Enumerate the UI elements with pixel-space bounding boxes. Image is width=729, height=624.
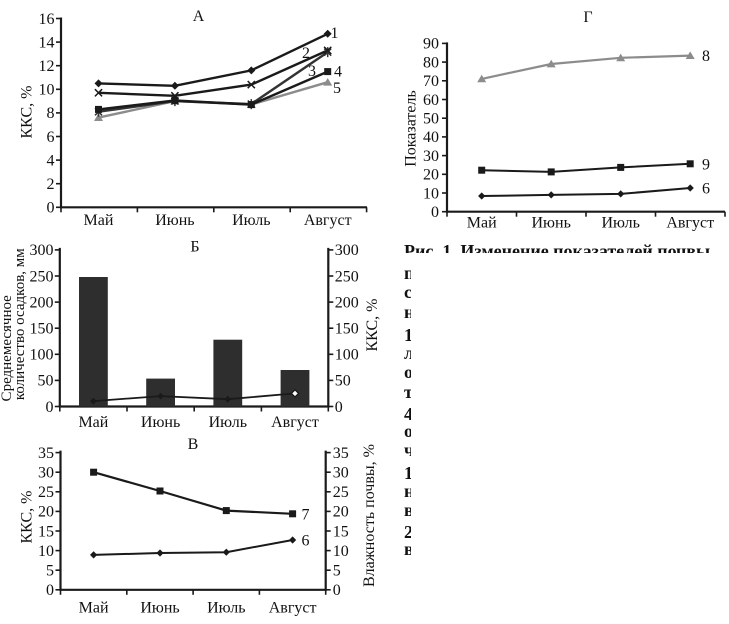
svg-text:5: 5 <box>333 80 341 97</box>
svg-text:50: 50 <box>38 373 54 390</box>
svg-text:Июль: Июль <box>207 600 245 617</box>
svg-text:Август: Август <box>666 215 714 232</box>
svg-text:14: 14 <box>39 34 55 51</box>
svg-text:Июнь: Июнь <box>141 414 180 431</box>
svg-text:0: 0 <box>431 204 439 221</box>
svg-text:35: 35 <box>333 445 349 462</box>
svg-text:Май: Май <box>79 600 109 617</box>
svg-text:12: 12 <box>39 58 55 75</box>
svg-text:Июль: Июль <box>602 215 640 232</box>
svg-text:Среднемесячное: Среднемесячное <box>0 295 15 402</box>
svg-text:250: 250 <box>30 268 54 285</box>
svg-text:30: 30 <box>333 465 349 482</box>
svg-text:35: 35 <box>38 445 54 462</box>
svg-text:0: 0 <box>46 399 54 416</box>
svg-text:30: 30 <box>38 465 54 482</box>
svg-text:20: 20 <box>333 504 349 521</box>
svg-text:150: 150 <box>335 321 359 338</box>
svg-text:0: 0 <box>333 582 341 599</box>
svg-text:40: 40 <box>423 129 439 146</box>
svg-text:8: 8 <box>702 48 710 65</box>
svg-text:ККС, %: ККС, % <box>19 491 36 544</box>
svg-text:8: 8 <box>47 105 55 122</box>
svg-text:2: 2 <box>302 45 310 62</box>
svg-text:Показатель: Показатель <box>403 90 420 167</box>
svg-text:ККС, %: ККС, % <box>364 299 381 352</box>
svg-text:4: 4 <box>47 152 55 169</box>
svg-text:Июнь: Июнь <box>155 212 194 229</box>
svg-text:5: 5 <box>333 563 341 580</box>
svg-text:15: 15 <box>38 523 54 540</box>
svg-text:10: 10 <box>38 543 54 560</box>
svg-text:200: 200 <box>30 294 54 311</box>
svg-text:15: 15 <box>333 523 349 540</box>
svg-text:150: 150 <box>30 321 54 338</box>
svg-text:16: 16 <box>39 11 55 28</box>
svg-text:10: 10 <box>333 543 349 560</box>
svg-text:Влажность почвы, %: Влажность почвы, % <box>361 444 378 587</box>
svg-text:20: 20 <box>38 504 54 521</box>
svg-text:6: 6 <box>702 181 710 198</box>
svg-text:4: 4 <box>334 64 342 81</box>
svg-text:5: 5 <box>46 563 54 580</box>
svg-text:3: 3 <box>308 63 316 80</box>
svg-text:6: 6 <box>47 129 55 146</box>
svg-text:В: В <box>188 436 199 453</box>
svg-text:Июнь: Июнь <box>140 600 179 617</box>
svg-text:60: 60 <box>423 92 439 109</box>
svg-text:Г: Г <box>583 9 592 26</box>
svg-text:Июль: Июль <box>209 414 247 431</box>
svg-text:Май: Май <box>84 212 114 229</box>
svg-text:Май: Май <box>78 414 108 431</box>
svg-text:80: 80 <box>423 54 439 71</box>
svg-text:20: 20 <box>423 167 439 184</box>
svg-text:Июнь: Июнь <box>532 215 571 232</box>
svg-text:0: 0 <box>47 200 55 217</box>
svg-text:200: 200 <box>335 294 359 311</box>
svg-text:9: 9 <box>702 156 710 173</box>
svg-text:Август: Август <box>304 212 352 229</box>
svg-text:Б: Б <box>190 239 199 256</box>
svg-text:6: 6 <box>302 533 310 550</box>
svg-text:Июль: Июль <box>232 212 270 229</box>
svg-text:100: 100 <box>335 347 359 364</box>
svg-text:10: 10 <box>423 185 439 202</box>
svg-text:0: 0 <box>335 399 343 416</box>
svg-text:90: 90 <box>423 36 439 53</box>
svg-text:300: 300 <box>335 242 359 259</box>
svg-text:А: А <box>193 8 205 25</box>
svg-text:Август: Август <box>271 414 319 431</box>
svg-text:100: 100 <box>30 347 54 364</box>
svg-text:30: 30 <box>423 148 439 165</box>
svg-text:300: 300 <box>30 242 54 259</box>
svg-text:2: 2 <box>47 176 55 193</box>
svg-text:0: 0 <box>46 582 54 599</box>
svg-text:количество осадков, мм: количество осадков, мм <box>12 248 28 400</box>
svg-text:25: 25 <box>38 484 54 501</box>
svg-text:50: 50 <box>335 373 351 390</box>
svg-text:25: 25 <box>333 484 349 501</box>
svg-text:1: 1 <box>331 25 339 42</box>
svg-text:ККС, %: ККС, % <box>19 86 36 139</box>
svg-text:Май: Май <box>467 215 497 232</box>
svg-text:70: 70 <box>423 73 439 90</box>
svg-text:Август: Август <box>269 600 317 617</box>
svg-text:250: 250 <box>335 268 359 285</box>
svg-text:10: 10 <box>39 82 55 99</box>
svg-text:50: 50 <box>423 111 439 128</box>
svg-text:7: 7 <box>302 506 310 523</box>
